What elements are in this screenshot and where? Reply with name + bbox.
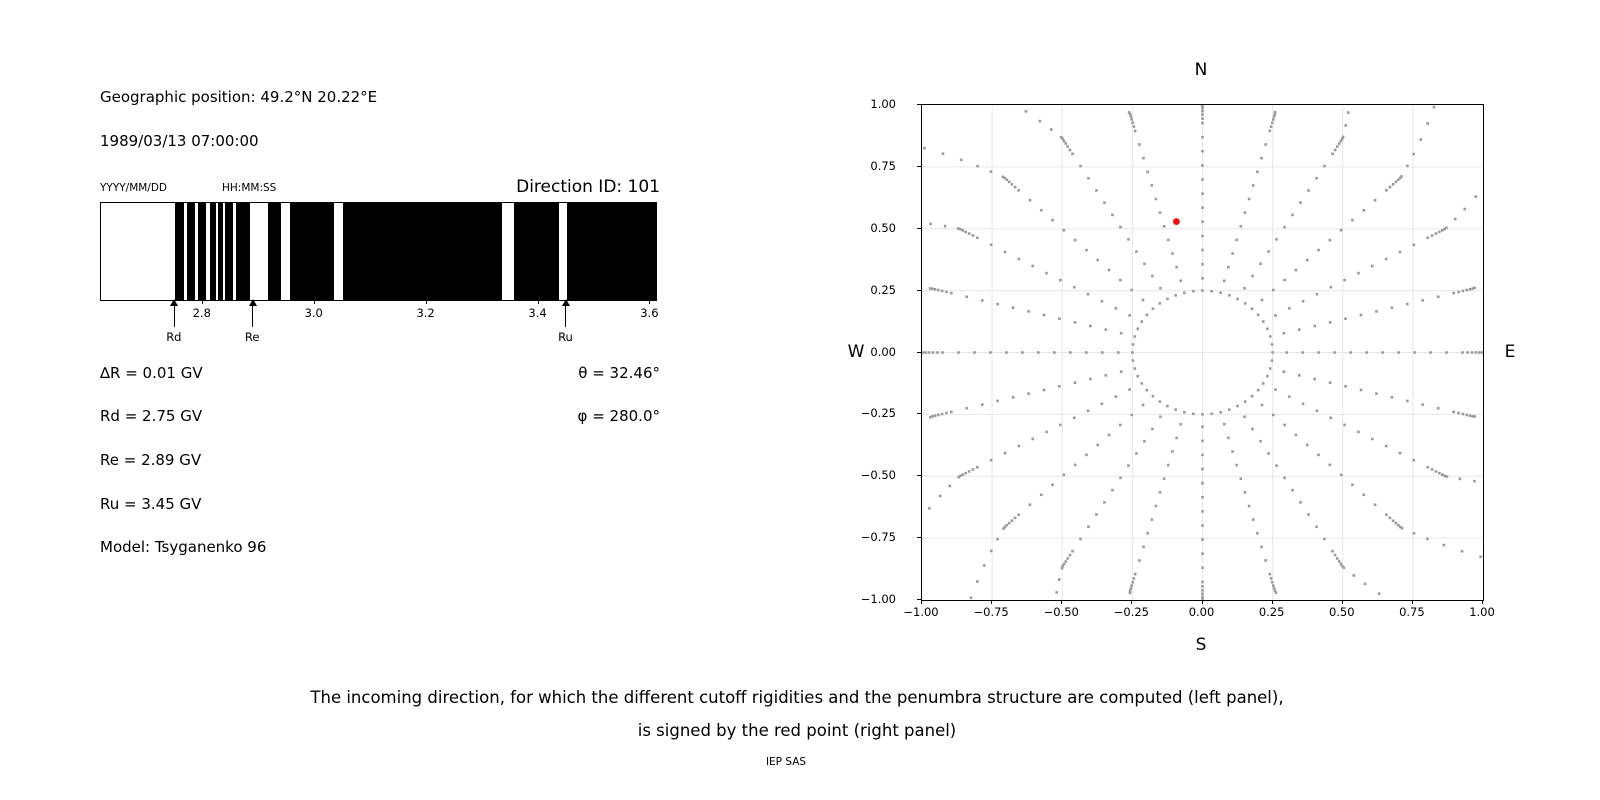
theta-value: θ = 32.46° [578,364,660,382]
caption-line-1: The incoming direction, for which the di… [310,688,1284,707]
sky-y-tick-label: 0.75 [870,158,896,173]
penumbra-allowed-band [513,203,559,300]
compass-east-label: E [1504,342,1516,362]
penumbra-allowed-band [187,203,195,300]
sky-x-tick [1131,600,1133,604]
sky-y-tick [917,289,921,291]
sky-x-tick [1411,600,1413,604]
cutoff-arrow-stem [173,305,175,327]
compass-west-label: W [847,342,865,362]
penumbra-allowed-band [225,203,234,300]
time-format-label: HH:MM:SS [222,182,277,194]
sky-y-tick-label: 0.50 [870,220,896,235]
model-value: Model: Tsyganenko 96 [100,538,267,556]
penumbra-x-tick-label: 3.4 [528,306,547,320]
cutoff-arrow-head [248,299,257,306]
sky-x-tick [1341,600,1343,604]
sky-y-tick [917,475,921,477]
penumbra-allowed-band [209,203,217,300]
re-value: Re = 2.89 GV [100,451,202,469]
compass-south-label: S [1195,635,1207,655]
penumbra-allowed-band [235,203,250,300]
sky-y-tick-label: 0.25 [870,282,896,297]
cutoff-arrow-head [170,299,179,306]
sky-x-tick-label: −0.75 [973,605,1009,619]
geo-position-text: Geographic position: 49.2°N 20.22°E [100,88,378,106]
sky-y-tick [917,165,921,167]
cutoff-arrow-stem [565,305,567,327]
sky-x-tick-label: 0.25 [1258,605,1285,619]
datetime-text: 1989/03/13 07:00:00 [100,132,259,150]
cutoff-arrow-stem [252,305,254,327]
penumbra-x-tick-label: 3.0 [304,306,323,320]
penumbra-x-tick [537,300,539,304]
cutoff-marker-label: Rd [166,330,182,344]
penumbra-x-tick [313,300,315,304]
grid-lines [922,105,1483,600]
penumbra-x-tick-label: 2.8 [192,306,211,320]
sky-x-tick-label: −1.00 [903,605,939,619]
sky-x-tick [921,600,922,604]
cutoff-marker-label: Ru [558,330,573,344]
sky-x-tick-label: −0.25 [1113,605,1149,619]
incoming-direction-red-point [1173,218,1180,225]
penumbra-x-tick-label: 3.2 [416,306,435,320]
sky-x-tick-label: 0.75 [1399,605,1425,619]
penumbra-allowed-band [198,203,207,300]
caption-line-2: is signed by the red point (right panel) [637,721,957,740]
sky-x-tick-label: 0.00 [1188,605,1215,619]
penumbra-allowed-band [343,203,502,300]
direction-grid-dots [917,101,1488,604]
sky-y-tick [917,227,921,229]
sky-x-tick-label: −0.50 [1043,605,1079,619]
ru-value: Ru = 3.45 GV [100,495,202,513]
sky-y-tick-label: −1.00 [860,592,896,606]
penumbra-allowed-band [567,203,656,300]
sky-y-tick [917,351,921,353]
sky-x-tick [1482,600,1483,604]
sky-y-tick [917,104,921,105]
sky-x-tick [991,600,993,604]
sky-y-tick-label: −0.75 [860,530,896,545]
sky-y-tick-label: 1.00 [870,97,896,111]
direction-plot-canvas [917,101,1488,604]
credit-text: IEP SAS [765,756,807,768]
penumbra-x-tick [201,300,203,304]
rd-value: Rd = 2.75 GV [100,407,203,425]
sky-x-tick [1061,600,1063,604]
compass-north-label: N [1194,60,1208,80]
penumbra-plot [100,202,657,301]
direction-id-text: Direction ID: 101 [516,177,660,197]
sky-y-tick-label: −0.25 [860,406,896,421]
date-format-label: YYYY/MM/DD [100,182,168,194]
penumbra-allowed-band [267,203,282,300]
sky-x-tick [1271,600,1273,604]
sky-x-tick-label: 0.50 [1328,605,1355,619]
sky-y-tick-label: 0.00 [870,344,896,359]
sky-y-tick [917,599,921,600]
direction-plot [917,101,1488,604]
penumbra-x-tick [649,300,651,304]
sky-y-tick [917,413,921,415]
penumbra-x-tick-label: 3.6 [640,306,659,320]
penumbra-x-tick [425,300,427,304]
penumbra-allowed-band [290,203,335,300]
penumbra-allowed-band [174,203,184,300]
penumbra-allowed-band [218,203,223,300]
sky-y-tick-label: −0.50 [860,468,896,483]
sky-y-tick [917,537,921,539]
sky-x-tick [1201,600,1203,604]
delta-r-value: ∆R = 0.01 GV [100,364,203,382]
cutoff-marker-label: Re [244,330,260,344]
phi-value: φ = 280.0° [577,407,660,425]
cutoff-arrow-head [561,299,570,306]
sky-x-tick-label: 1.00 [1469,605,1495,619]
